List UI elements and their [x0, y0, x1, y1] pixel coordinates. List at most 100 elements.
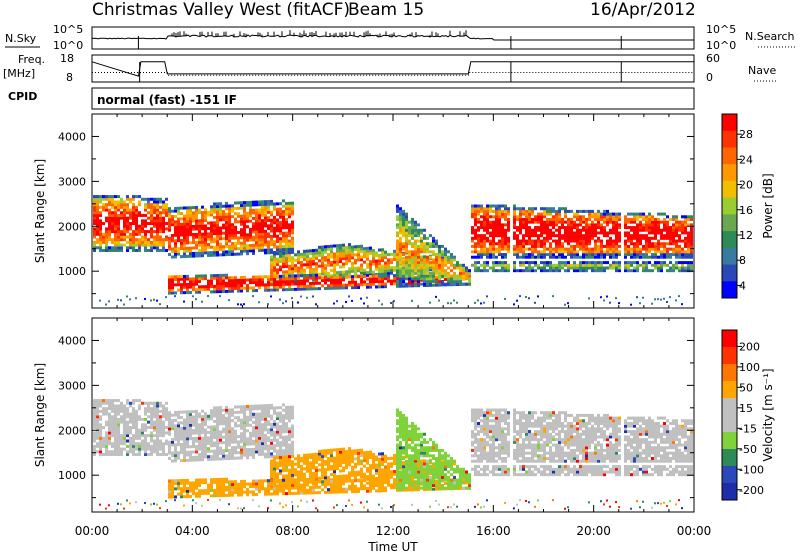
velocity-cell — [99, 428, 102, 432]
power-cell — [516, 226, 519, 230]
power-cell — [276, 234, 279, 238]
power-cell — [567, 247, 570, 251]
power-cell — [228, 289, 231, 293]
power-cell — [528, 234, 531, 238]
power-cell — [351, 250, 354, 254]
power-cell — [582, 217, 585, 221]
velocity-cell — [174, 418, 177, 422]
power-cell — [273, 250, 276, 254]
velocity-cell — [222, 441, 225, 445]
power-cell — [276, 274, 279, 278]
power-cell — [237, 278, 240, 282]
power-cell — [201, 277, 204, 281]
power-cell — [252, 222, 255, 226]
power-cell — [537, 255, 540, 259]
power-cell — [117, 235, 120, 239]
power-cell — [555, 220, 558, 224]
power-cell — [297, 255, 300, 259]
power-cell — [216, 234, 219, 238]
power-cell — [348, 275, 351, 279]
power-cell — [435, 263, 438, 267]
velocity-cell — [105, 450, 108, 454]
velocity-cell — [132, 415, 135, 419]
power-cell — [246, 214, 249, 218]
power-cell — [360, 283, 363, 287]
velocity-cell — [183, 418, 186, 422]
power-cell — [414, 282, 417, 286]
velocity-cell — [258, 426, 261, 430]
power-cell — [492, 204, 495, 208]
power-cell — [225, 218, 228, 222]
velocity-cell — [192, 410, 195, 414]
power-cell — [477, 266, 480, 270]
power-cell — [126, 197, 129, 201]
power-cell — [576, 209, 579, 213]
power-cell — [108, 246, 111, 250]
power-cell — [249, 206, 252, 210]
velocity-cell — [219, 499, 221, 502]
velocity-cell — [117, 439, 120, 443]
velocity-cell — [105, 431, 108, 435]
power-cell — [291, 282, 294, 286]
power-cell — [543, 242, 546, 246]
power-cell — [273, 202, 276, 206]
power-cell — [564, 239, 567, 243]
power-cell — [186, 211, 189, 215]
power-cell — [165, 213, 168, 217]
power-cell — [366, 271, 369, 275]
power-cell — [321, 256, 324, 260]
power-cell — [405, 274, 408, 278]
velocity-cell — [123, 436, 126, 440]
power-cell — [531, 250, 534, 254]
power-cell — [402, 274, 405, 278]
power-cell — [309, 262, 312, 266]
velocity-cell — [114, 407, 117, 411]
power-cell — [552, 220, 555, 224]
power-cell — [411, 281, 414, 285]
power-cell — [336, 281, 339, 285]
velocity-cell — [153, 423, 156, 427]
velocity-cell — [123, 442, 126, 446]
power-cell — [264, 213, 267, 217]
power-cell — [282, 245, 285, 249]
power-cell — [153, 230, 156, 234]
power-cell — [126, 205, 129, 209]
velocity-cell — [105, 409, 108, 413]
power-cell — [651, 253, 654, 257]
velocity-cell — [234, 482, 237, 486]
power-cell — [579, 231, 582, 235]
power-cell — [240, 275, 243, 279]
power-cell — [144, 235, 147, 239]
power-cell — [411, 258, 414, 262]
power-cell — [453, 271, 456, 275]
power-cell — [663, 253, 666, 257]
velocity-cell — [120, 439, 123, 443]
power-cell — [603, 231, 606, 235]
power-cell — [465, 277, 468, 281]
power-cell — [681, 269, 684, 273]
power-cell — [612, 242, 615, 246]
power-cell — [498, 263, 501, 267]
power-cell — [267, 283, 270, 287]
velocity-cell — [237, 418, 240, 422]
power-cell — [555, 209, 558, 213]
power-cell — [381, 264, 384, 268]
power-cell — [453, 277, 456, 281]
power-cell — [663, 244, 666, 248]
power-cell — [381, 272, 384, 276]
power-cell — [636, 228, 639, 232]
power-cell — [297, 271, 300, 275]
power-cell — [660, 220, 663, 224]
power-cell — [396, 284, 399, 288]
power-cell — [492, 209, 495, 213]
velocity-cell — [261, 407, 264, 411]
velocity-cell — [168, 443, 171, 447]
power-cell — [210, 282, 213, 286]
power-cell — [690, 244, 693, 248]
velocity-cell — [132, 407, 135, 411]
velocity-cell — [246, 448, 249, 452]
power-cell — [282, 270, 285, 274]
power-cell — [684, 217, 687, 221]
power-cell — [525, 220, 528, 224]
power-cell — [534, 234, 537, 238]
